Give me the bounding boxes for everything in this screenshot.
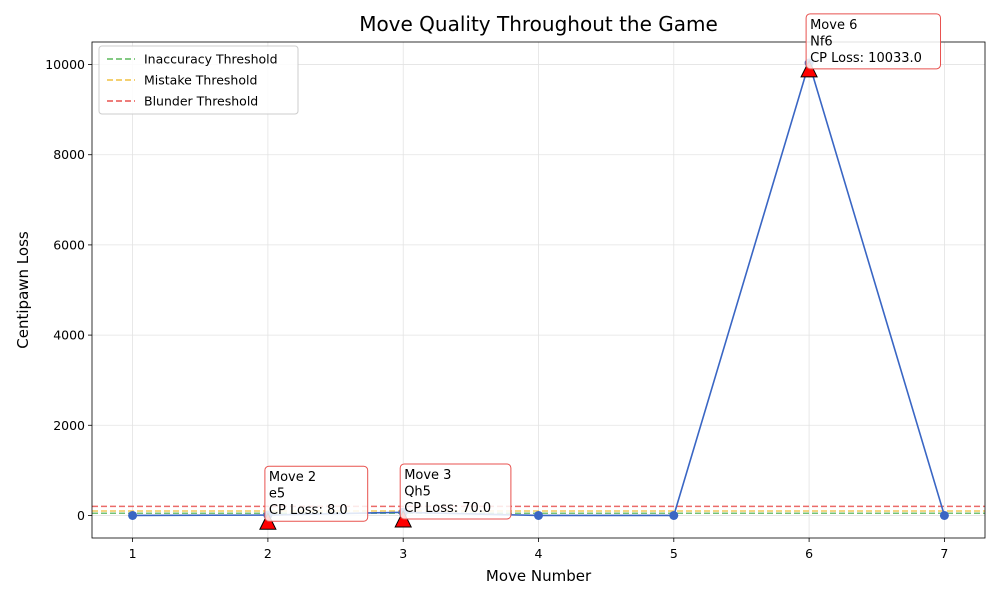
legend-label: Mistake Threshold [144,73,257,88]
annotation-box [805,13,942,70]
x-tick-label: 5 [670,546,678,561]
legend: Inaccuracy Threshold Mistake Threshold Blu… [98,45,299,115]
data-point [128,510,138,520]
axis-ticks: 1 2 3 4 5 6 7 0 2000 4000 6000 8000 10000 [45,57,948,561]
x-tick-label: 7 [940,546,948,561]
annotation-box [264,465,369,522]
y-tick-label: 0 [77,508,85,523]
legend-label: Blunder Threshold [144,94,258,109]
y-tick-label: 4000 [53,328,85,343]
annotation-text: CP Loss: 70.0 [404,501,491,516]
x-tick-label: 2 [264,546,272,561]
y-tick-label: 8000 [53,147,85,162]
annotation-text: Move 2 [269,470,316,485]
chart-title: Move Quality Throughout the Game [359,12,718,36]
data-point [669,510,679,520]
legend-label: Inaccuracy Threshold [144,52,278,67]
grid [92,42,985,538]
annotation-text: Nf6 [810,34,833,49]
data-point [534,510,543,520]
x-tick-label: 6 [805,546,813,561]
annotation-text: Move 3 [404,468,451,483]
annotation-text: e5 [269,487,285,502]
annotation-text: CP Loss: 8.0 [269,503,348,518]
x-axis-label: Move Number [486,567,592,585]
x-tick-label: 4 [535,546,543,561]
y-tick-label: 6000 [53,237,85,252]
annotation-text: CP Loss: 10033.0 [810,51,922,66]
annotation-text: Move 6 [810,18,857,33]
legend-box [98,45,299,115]
annotation-text: Qh5 [404,484,431,499]
y-tick-label: 10000 [45,57,85,72]
x-tick-label: 1 [129,546,137,561]
y-axis-label: Centipawn Loss [14,231,32,349]
data-point [939,510,949,520]
y-tick-label: 2000 [53,418,85,433]
annotation-box [399,463,512,520]
x-tick-label: 3 [399,546,407,561]
